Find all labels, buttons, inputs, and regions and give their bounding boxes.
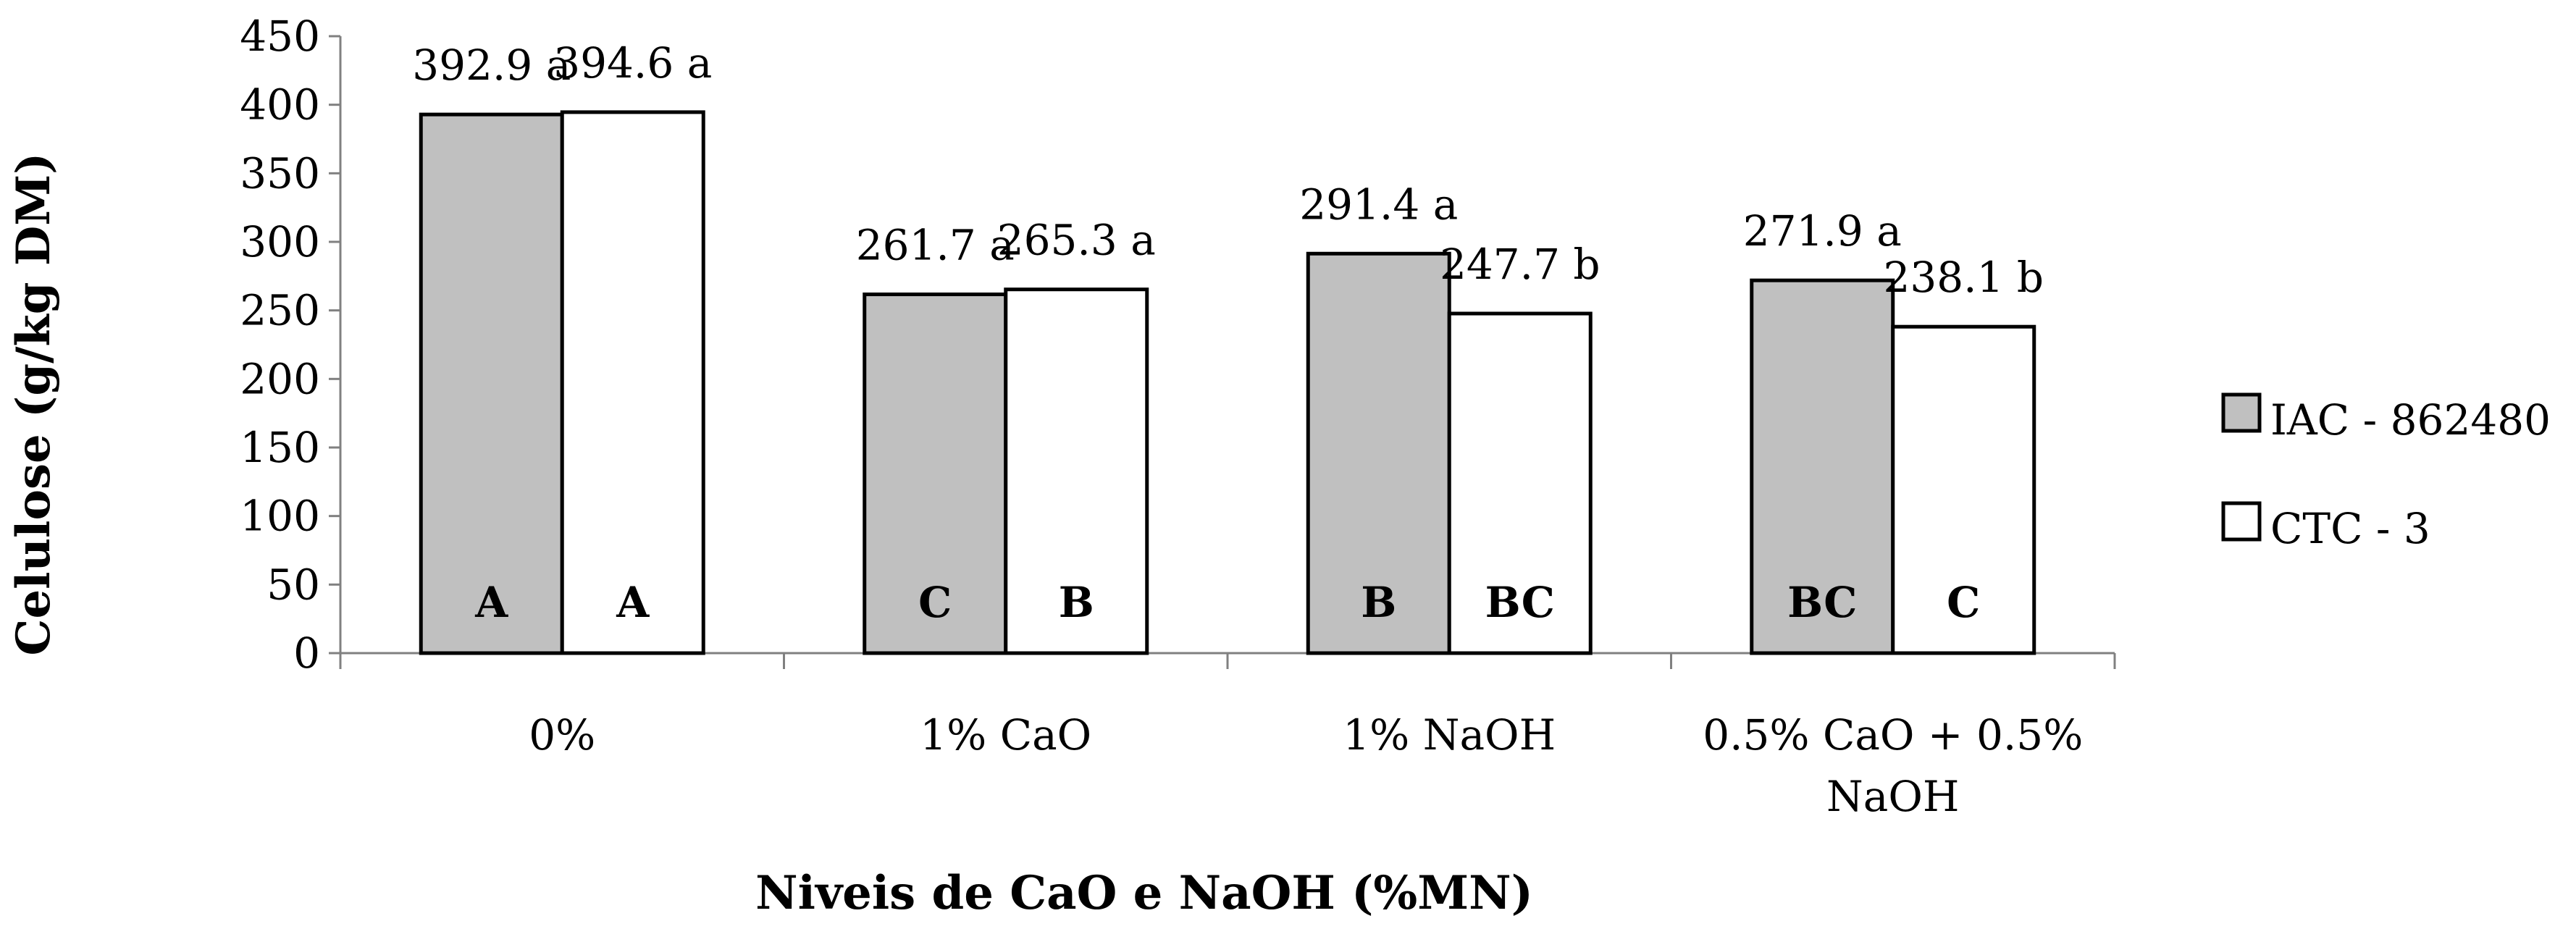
y-tick-label: 400 (240, 80, 320, 130)
y-tick-label: 450 (240, 12, 320, 61)
legend-label: IAC - 862480 (2270, 395, 2551, 445)
bar-ctc (1891, 324, 2036, 655)
bar-ctc (560, 110, 705, 655)
y-tick-label: 0 (293, 629, 320, 678)
significance-letter: A (474, 578, 508, 627)
significance-letter: BC (1787, 578, 1857, 627)
y-axis: 0 50 100 150 200 250 300 350 400 450 (240, 12, 342, 678)
legend-swatch (2221, 392, 2262, 433)
value-label: 392.9 a (412, 41, 571, 90)
value-label: 261.7 a (856, 221, 1015, 270)
x-axis-title: Niveis de CaO e NaOH (%MN) (755, 866, 1533, 920)
value-label: 247.7 b (1440, 240, 1600, 289)
legend-label: CTC - 3 (2270, 504, 2430, 553)
bar-ctc (1447, 311, 1593, 655)
value-label: 271.9 a (1743, 206, 1902, 256)
value-label: 291.4 a (1299, 180, 1458, 229)
y-tick-label: 100 (240, 492, 320, 541)
bar-iac (863, 293, 1008, 655)
y-tick-label: 200 (240, 354, 320, 403)
x-tick-label: 1% NaOH (1343, 710, 1556, 760)
significance-letter: C (918, 578, 952, 627)
significance-letter: A (616, 578, 650, 627)
y-tick-label: 150 (240, 423, 320, 472)
x-axis: 0% 1% CaO 1% NaOH 0.5% CaO + 0.5% NaOH (339, 652, 2116, 821)
legend-swatch (2221, 501, 2262, 542)
y-tick-label: 300 (240, 217, 320, 266)
y-tick-label: 250 (240, 286, 320, 335)
legend: IAC - 862480 CTC - 3 (2221, 392, 2551, 553)
bar-iac (419, 112, 564, 655)
y-tick-label: 350 (240, 148, 320, 198)
value-label: 238.1 b (1883, 253, 2044, 302)
significance-letter: C (1947, 578, 1980, 627)
value-label: 394.6 a (553, 38, 712, 88)
bars (419, 110, 2036, 655)
data-labels: 392.9 a A 394.6 a A 261.7 a C 265.3 a B 291.4 a B… (412, 38, 2044, 627)
value-label: 265.3 a (997, 216, 1156, 265)
x-tick-label: 0.5% CaO + 0.5% (1703, 710, 2083, 760)
y-tick-label: 50 (267, 560, 320, 609)
x-tick-label: 0% (529, 710, 595, 760)
bar-iac (1306, 251, 1451, 655)
significance-letter: B (1059, 578, 1094, 627)
significance-letter: BC (1485, 578, 1555, 627)
bar-ctc (1004, 287, 1149, 655)
y-axis-title: Celulose (g/kg DM) (7, 153, 61, 656)
x-tick-label: 1% CaO (920, 710, 1091, 760)
x-tick-label: NaOH (1826, 772, 1959, 821)
significance-letter: B (1361, 578, 1396, 627)
